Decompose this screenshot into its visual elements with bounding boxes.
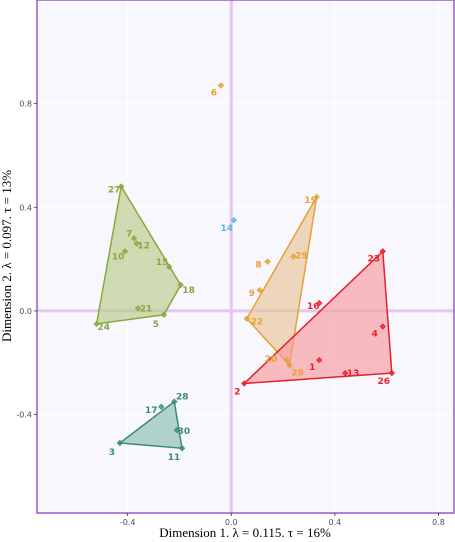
plot-background [37,0,454,513]
data-point-28 [171,398,178,405]
point-label-29: 29 [291,368,304,378]
point-label-6: 6 [211,89,217,99]
cluster-hull [245,196,318,367]
data-point-17 [158,403,165,410]
x-tick-label: 0.4 [328,518,341,527]
data-point-5 [160,311,168,318]
data-point-2 [241,380,248,387]
point-label-5: 5 [153,320,159,330]
point-label-10: 10 [112,252,125,262]
point-label-20: 20 [265,355,278,365]
data-point-12 [133,240,140,247]
data-point-23 [379,248,386,255]
data-point-30 [173,426,181,434]
point-label-21: 21 [140,304,153,314]
y-axis-ticks: -0.4 0.0 0.4 0.8 [16,100,37,420]
cluster-hull [117,400,183,450]
data-point-15 [165,263,173,271]
data-point-27 [118,183,125,190]
data-point-13 [342,369,349,377]
cluster-hull [242,249,393,385]
data-point-14 [230,217,238,224]
point-label-24: 24 [97,323,110,333]
y-tick-label: -0.4 [16,411,32,420]
data-point-21 [134,305,142,312]
point-label-19: 19 [304,196,317,206]
point-label-9: 9 [249,289,255,299]
data-point-25 [290,253,297,260]
data-point-18 [177,281,184,289]
point-label-14: 14 [221,224,234,234]
data-points [93,82,396,452]
data-point-19 [313,193,320,201]
x-tick-label: 0.8 [432,518,445,527]
point-label-23: 23 [368,254,381,264]
x-tick-label: -0.4 [120,518,136,527]
y-tick-label: 0.8 [19,100,32,109]
y-tick-label: 0.0 [19,307,32,316]
data-point-1 [316,356,323,364]
point-label-26: 26 [378,377,391,387]
point-label-3: 3 [109,448,115,458]
point-label-28: 28 [176,393,189,403]
data-point-4 [379,323,386,330]
x-axis-title: Dimension 1. λ = 0.115. τ = 16% [159,525,331,540]
point-label-11: 11 [168,453,181,463]
x-axis-ticks: -0.4 0.0 0.4 0.8 [120,513,445,527]
point-label-17: 17 [145,406,158,416]
data-point-11 [178,445,186,452]
data-point-26 [388,369,396,377]
data-point-7 [130,235,138,242]
point-label-7: 7 [126,229,132,239]
point-label-22: 22 [251,318,264,328]
panel-border [36,0,455,514]
data-point-9 [256,287,263,294]
data-point-22 [243,315,250,322]
cluster-hulls [95,184,393,450]
y-axis-title: Dimension 2. λ = 0.097. τ = 13% [0,170,14,342]
point-label-8: 8 [255,261,261,271]
data-point-16 [316,299,323,307]
x-tick-label: 0.0 [225,518,238,527]
data-point-10 [121,248,129,255]
data-point-3 [116,439,124,447]
data-point-8 [264,258,271,265]
point-label-1: 1 [309,363,315,373]
point-label-16: 16 [307,302,320,312]
point-label-13: 13 [347,369,360,379]
point-label-30: 30 [178,427,191,437]
data-point-20 [283,356,291,364]
point-label-18: 18 [182,286,195,296]
point-label-25: 25 [295,252,308,262]
data-point-29 [286,362,293,369]
point-label-2: 2 [234,388,240,398]
point-label-4: 4 [372,330,378,340]
data-point-24 [93,320,100,328]
data-point-6 [217,82,225,89]
point-label-12: 12 [137,242,150,252]
y-tick-label: 0.4 [19,203,32,212]
point-label-15: 15 [156,258,169,268]
point-label-27: 27 [108,186,121,196]
